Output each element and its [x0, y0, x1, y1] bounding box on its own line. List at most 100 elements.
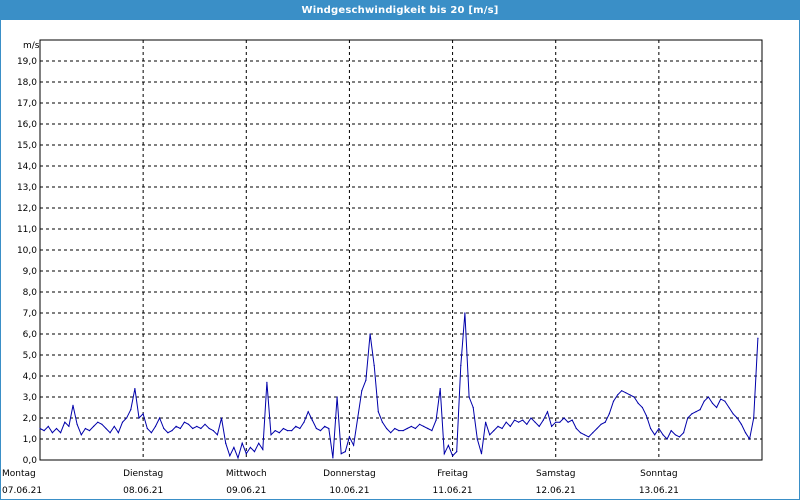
data-point [175, 425, 177, 427]
data-point [278, 432, 280, 434]
data-point [575, 427, 577, 430]
y-tick-label: 3,0 [23, 393, 38, 403]
data-point [456, 451, 458, 453]
data-point [105, 427, 107, 430]
y-tick-label: 9,0 [23, 267, 38, 277]
data-point [654, 434, 656, 436]
data-point [286, 430, 289, 432]
x-tick-date-label: 07.06.21 [2, 486, 42, 496]
data-point [695, 411, 697, 413]
data-point [711, 402, 714, 404]
data-point [427, 427, 429, 430]
y-tick-label: 5,0 [23, 351, 38, 361]
data-point [303, 421, 305, 423]
data-point [480, 453, 483, 455]
data-point [443, 453, 445, 455]
data-point [629, 394, 631, 396]
data-point [588, 436, 590, 438]
y-tick-label: 7,0 [23, 309, 38, 319]
data-point [150, 432, 152, 434]
data-point [336, 396, 338, 398]
data-point [241, 442, 243, 444]
data-point [315, 427, 317, 430]
data-point [64, 421, 66, 423]
data-point [501, 427, 503, 430]
data-point [402, 430, 404, 432]
data-point [468, 396, 470, 398]
data-point [121, 421, 124, 423]
y-tick-label: 4,0 [23, 372, 38, 382]
data-point [332, 457, 334, 459]
data-point [670, 430, 672, 432]
x-tick-date-label: 13.06.21 [639, 486, 679, 496]
data-point [452, 455, 454, 457]
plot-frame [39, 39, 763, 461]
data-point [39, 427, 41, 430]
data-point [328, 427, 330, 430]
data-point [538, 425, 540, 427]
plot-border [39, 39, 763, 461]
data-point [419, 423, 421, 425]
series-group [39, 312, 759, 460]
y-tick-label: 16,0 [17, 120, 37, 130]
data-point [282, 427, 284, 430]
data-point [204, 423, 206, 425]
data-point [80, 434, 82, 436]
y-tick-label: 11,0 [17, 225, 37, 235]
data-point [253, 451, 256, 453]
data-point [551, 425, 553, 427]
data-point [398, 430, 400, 432]
data-point [604, 421, 606, 423]
data-point [509, 425, 511, 427]
data-point [687, 417, 689, 419]
data-point [377, 411, 379, 413]
data-point [357, 417, 359, 419]
data-point [51, 432, 54, 434]
data-point [319, 430, 322, 432]
data-point [472, 406, 474, 409]
data-point [369, 333, 371, 335]
data-point [142, 413, 144, 415]
data-point [134, 388, 136, 390]
data-point [93, 425, 95, 427]
data-point [641, 406, 644, 409]
y-tick-label: 10,0 [17, 246, 37, 256]
y-tick-label: 15,0 [17, 141, 37, 151]
data-point [542, 419, 544, 421]
x-tick-date-label: 11.06.21 [433, 486, 473, 496]
data-point [423, 425, 425, 427]
data-point [658, 427, 660, 430]
data-point [390, 432, 392, 434]
y-tick-label: 8,0 [23, 288, 38, 298]
data-point [163, 427, 165, 430]
y-tick-label: 17,0 [17, 99, 37, 109]
data-point [167, 432, 169, 434]
x-tick-day-label: Montag [2, 469, 36, 479]
data-point [159, 417, 161, 419]
data-point [439, 388, 441, 390]
data-point [270, 434, 272, 436]
data-point [625, 392, 627, 394]
y-axis-unit-label: m/s [23, 41, 40, 51]
data-point [720, 398, 722, 400]
y-tick-label: 0,0 [23, 456, 38, 466]
data-point [381, 421, 383, 423]
data-point [60, 432, 62, 434]
data-point [691, 413, 693, 415]
data-point [192, 427, 194, 430]
x-tick-day-label: Donnerstag [323, 469, 376, 479]
data-point [736, 417, 738, 419]
data-point [324, 425, 326, 427]
wind-speed-line [39, 312, 759, 460]
data-point [707, 396, 710, 398]
data-point [596, 427, 598, 430]
data-point [361, 390, 363, 392]
data-point [307, 411, 309, 413]
data-point [435, 419, 437, 421]
data-point [200, 427, 202, 430]
data-point [600, 423, 602, 425]
data-point [196, 425, 198, 427]
data-point [460, 364, 462, 367]
data-point [637, 402, 639, 404]
